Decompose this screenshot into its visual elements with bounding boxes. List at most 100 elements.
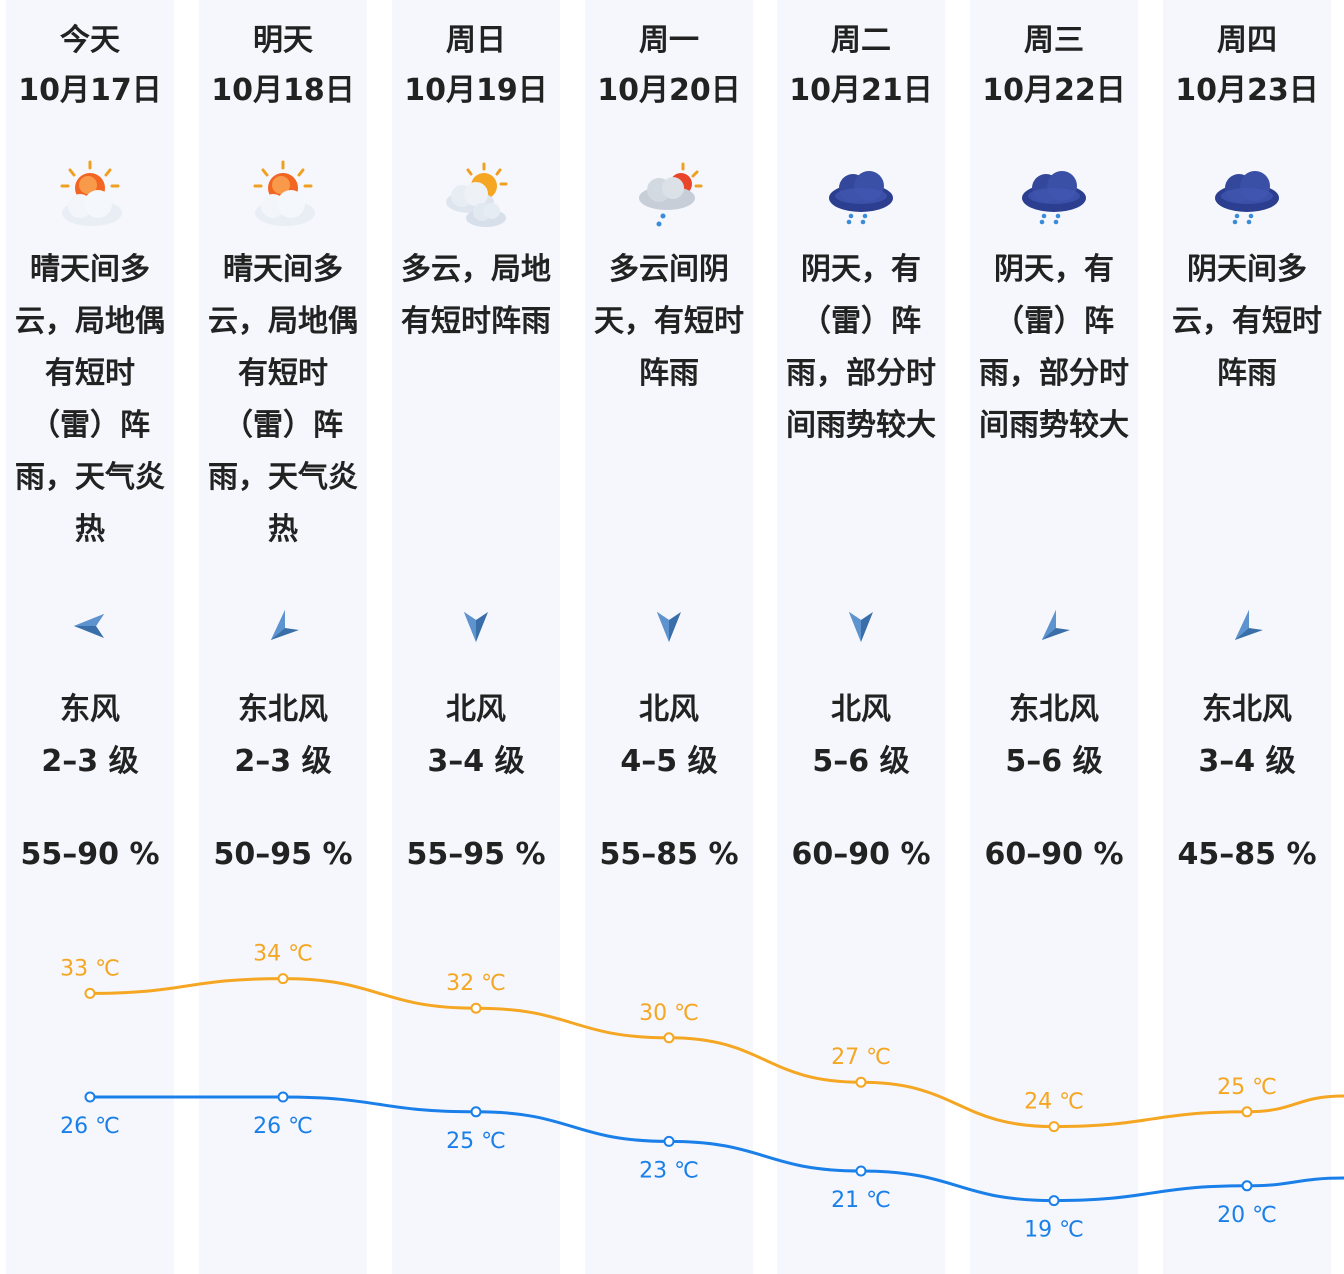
low-temp-point	[855, 1165, 867, 1177]
high-temp-label: 27 ℃	[831, 1045, 891, 1070]
wind-level: 4–5 级	[620, 744, 718, 779]
wind-direction: 东北风	[238, 692, 328, 727]
humidity: 55–90 %	[20, 837, 160, 872]
weather-description: 阴天，有（雷）阵雨，部分时间雨势较大	[979, 252, 1129, 443]
arrow-down-icon	[841, 606, 881, 646]
high-temp-point	[84, 987, 96, 999]
low-temp-point	[663, 1135, 675, 1147]
high-temp-label: 34 ℃	[253, 942, 313, 967]
weather-description: 多云间阴天，有短时阵雨	[594, 252, 744, 391]
forecast-day-column: 明天 10月18日晴天间多云，局地偶有短时（雷）阵雨，天气炎热东北风 2–3 级 50…	[199, 0, 367, 1274]
low-temp-label: 26 ℃	[253, 1114, 313, 1139]
humidity: 55–95 %	[406, 837, 546, 872]
forecast-day-column: 周四 10月23日阴天间多云，有短时阵雨东北风 3–4 级 45–85 %	[1163, 0, 1331, 1274]
low-temp-point	[470, 1106, 482, 1118]
rain-cloud-icon	[821, 158, 901, 238]
date-label: 10月18日	[211, 73, 355, 108]
low-temp-point	[277, 1091, 289, 1103]
humidity: 45–85 %	[1177, 837, 1317, 872]
partly-sunny-icon	[243, 158, 323, 238]
weather-description: 晴天间多云，局地偶有短时（雷）阵雨，天气炎热	[208, 252, 358, 547]
day-label: 周三	[1024, 23, 1084, 58]
low-temp-label: 21 ℃	[831, 1188, 891, 1213]
high-temp-point	[470, 1002, 482, 1014]
high-temp-point	[277, 973, 289, 985]
wind-direction: 东北风	[1202, 692, 1292, 727]
high-temp-point	[855, 1076, 867, 1088]
forecast-day-column: 周三 10月22日阴天，有（雷）阵雨，部分时间雨势较大东北风 5–6 级 60–90 …	[970, 0, 1138, 1274]
wind-direction: 东北风	[1009, 692, 1099, 727]
low-temp-label: 23 ℃	[639, 1158, 699, 1183]
cloudy-sun-icon	[436, 158, 516, 238]
forecast-day-column: 今天 10月17日晴天间多云，局地偶有短时（雷）阵雨，天气炎热东风 2–3 级 55–…	[6, 0, 174, 1274]
arrow-down-icon	[649, 606, 689, 646]
day-label: 明天	[253, 23, 313, 58]
day-label: 周二	[831, 23, 891, 58]
low-temp-point	[84, 1091, 96, 1103]
high-temp-label: 25 ℃	[1217, 1075, 1277, 1100]
wind-level: 2–3 级	[234, 744, 332, 779]
date-label: 10月21日	[789, 73, 933, 108]
wind-direction: 北风	[831, 692, 891, 727]
date-label: 10月19日	[404, 73, 548, 108]
partly-sunny-icon	[50, 158, 130, 238]
low-temp-line	[90, 1095, 1344, 1203]
day-label: 周四	[1217, 23, 1277, 58]
wind-info: 东北风 5–6 级	[970, 684, 1138, 788]
date-label: 10月17日	[18, 73, 162, 108]
low-temp-point	[1241, 1180, 1253, 1192]
high-temp-label: 32 ℃	[446, 971, 506, 996]
high-temp-label: 24 ℃	[1024, 1090, 1084, 1115]
wind-info: 北风 4–5 级	[585, 684, 753, 788]
humidity: 55–85 %	[599, 837, 739, 872]
humidity: 60–90 %	[791, 837, 931, 872]
wind-level: 2–3 级	[41, 744, 139, 779]
weather-description: 晴天间多云，局地偶有短时（雷）阵雨，天气炎热	[15, 252, 165, 547]
wind-info: 东北风 3–4 级	[1163, 684, 1331, 788]
high-temp-point	[1048, 1121, 1060, 1133]
wind-info: 东北风 2–3 级	[199, 684, 367, 788]
weather-description: 阴天，有（雷）阵雨，部分时间雨势较大	[786, 252, 936, 443]
high-temp-point	[1241, 1106, 1253, 1118]
low-temp-point	[1048, 1195, 1060, 1207]
wind-level: 5–6 级	[812, 744, 910, 779]
wind-direction: 北风	[639, 692, 699, 727]
low-temp-label: 19 ℃	[1024, 1218, 1084, 1243]
low-temp-label: 26 ℃	[60, 1114, 120, 1139]
date-label: 10月23日	[1175, 73, 1319, 108]
wind-direction: 东风	[60, 692, 120, 727]
arrow-left-icon	[70, 606, 110, 646]
date-label: 10月20日	[597, 73, 741, 108]
arrow-up-right-icon	[1227, 606, 1267, 646]
low-temp-label: 25 ℃	[446, 1129, 506, 1154]
cloud-sun-rain-icon	[629, 158, 709, 238]
humidity: 60–90 %	[984, 837, 1124, 872]
high-temp-label: 30 ℃	[639, 1001, 699, 1026]
forecast-day-column: 周二 10月21日阴天，有（雷）阵雨，部分时间雨势较大北风 5–6 级 60–90 %	[777, 0, 945, 1274]
arrow-down-icon	[456, 606, 496, 646]
rain-cloud-icon	[1014, 158, 1094, 238]
wind-level: 3–4 级	[427, 744, 525, 779]
weather-description: 阴天间多云，有短时阵雨	[1172, 252, 1322, 391]
wind-direction: 北风	[446, 692, 506, 727]
high-temp-point	[663, 1032, 675, 1044]
day-label: 今天	[60, 23, 120, 58]
low-temp-label: 20 ℃	[1217, 1203, 1277, 1228]
wind-info: 北风 5–6 级	[777, 684, 945, 788]
wind-level: 3–4 级	[1198, 744, 1296, 779]
rain-cloud-icon	[1207, 158, 1287, 238]
wind-level: 5–6 级	[1005, 744, 1103, 779]
wind-info: 东风 2–3 级	[6, 684, 174, 788]
high-temp-label: 33 ℃	[60, 956, 120, 981]
arrow-up-right-icon	[263, 606, 303, 646]
wind-info: 北风 3–4 级	[392, 684, 560, 788]
date-label: 10月22日	[982, 73, 1126, 108]
humidity: 50–95 %	[213, 837, 353, 872]
day-label: 周日	[446, 23, 506, 58]
high-temp-line	[89, 977, 1344, 1129]
day-label: 周一	[639, 23, 699, 58]
weather-description: 多云，局地有短时阵雨	[401, 252, 551, 339]
arrow-up-right-icon	[1034, 606, 1074, 646]
forecast-day-column: 周一 10月20日多云间阴天，有短时阵雨北风 4–5 级 55–85 %	[585, 0, 753, 1274]
